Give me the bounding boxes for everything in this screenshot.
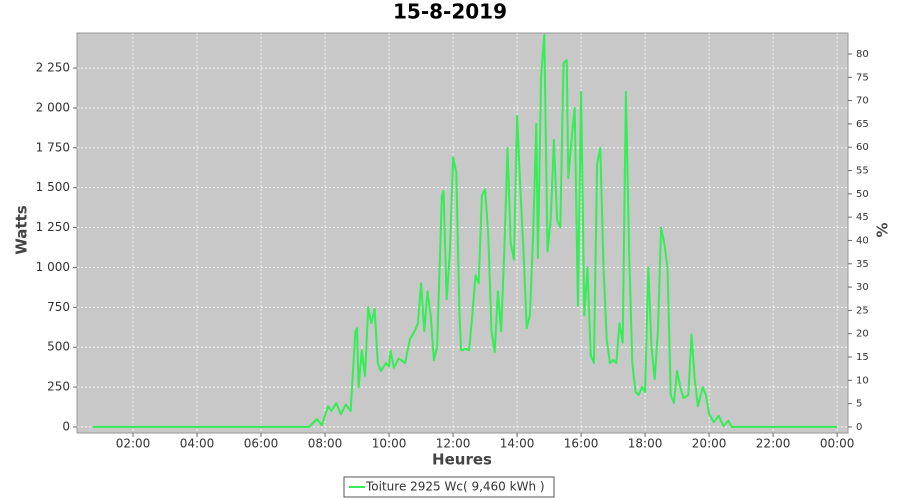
y-tick-label: 1 000 [36,260,70,274]
x-tick-label: 12:00 [436,437,471,451]
y2-tick-label: 25 [856,305,869,316]
y-tick-label: 0 [62,419,70,433]
y2-tick-label: 5 [856,399,862,410]
x-tick-label: 14:00 [500,437,535,451]
x-tick-label: 22:00 [756,437,791,451]
y-tick-label: 1 750 [36,140,70,154]
y-tick-label: 2 250 [36,61,70,75]
x-tick-label: 06:00 [244,437,279,451]
x-tick-label: 16:00 [564,437,599,451]
x-tick-label: 20:00 [692,437,727,451]
y2-tick-label: 45 [856,212,869,223]
y2-tick-label: 75 [856,72,869,83]
y-tick-label: 1 500 [36,180,70,194]
y2-tick-label: 20 [856,329,869,340]
y-tick-label: 250 [47,380,70,394]
y2-tick-label: 70 [856,96,869,107]
plot-area [76,32,849,434]
y2-tick-label: 15 [856,352,869,363]
chart-title: 15-8-2019 [393,0,507,24]
y2-tick-label: 0 [856,422,862,433]
y-tick-label: 1 250 [36,220,70,234]
y-tick-label: 500 [47,340,70,354]
y-axis-title: Watts [13,205,31,254]
x-axis-title: Heures [432,451,492,469]
y2-tick-label: 65 [856,119,869,130]
x-tick-label: 02:00 [116,437,151,451]
y2-tick-label: 40 [856,235,869,246]
series-line [93,33,838,428]
x-tick-label: 08:00 [308,437,343,451]
legend-label: Toiture 2925 Wc( 9,460 kWh ) [365,480,545,494]
x-tick-label: 04:00 [180,437,215,451]
y2-tick-label: 10 [856,375,869,386]
legend [343,476,555,498]
y2-tick-label: 55 [856,166,869,177]
y-tick-label: 750 [47,300,70,314]
x-tick-label: 00:00 [820,437,855,451]
y2-tick-label: 30 [856,282,869,293]
y2-tick-label: 50 [856,189,869,200]
y2-tick-label: 80 [856,49,869,60]
y2-axis-title: % [874,222,892,237]
y2-tick-label: 60 [856,142,869,153]
y2-tick-label: 35 [856,259,869,270]
y-tick-label: 2 000 [36,100,70,114]
x-tick-label: 10:00 [372,437,407,451]
x-tick-label: 18:00 [628,437,663,451]
